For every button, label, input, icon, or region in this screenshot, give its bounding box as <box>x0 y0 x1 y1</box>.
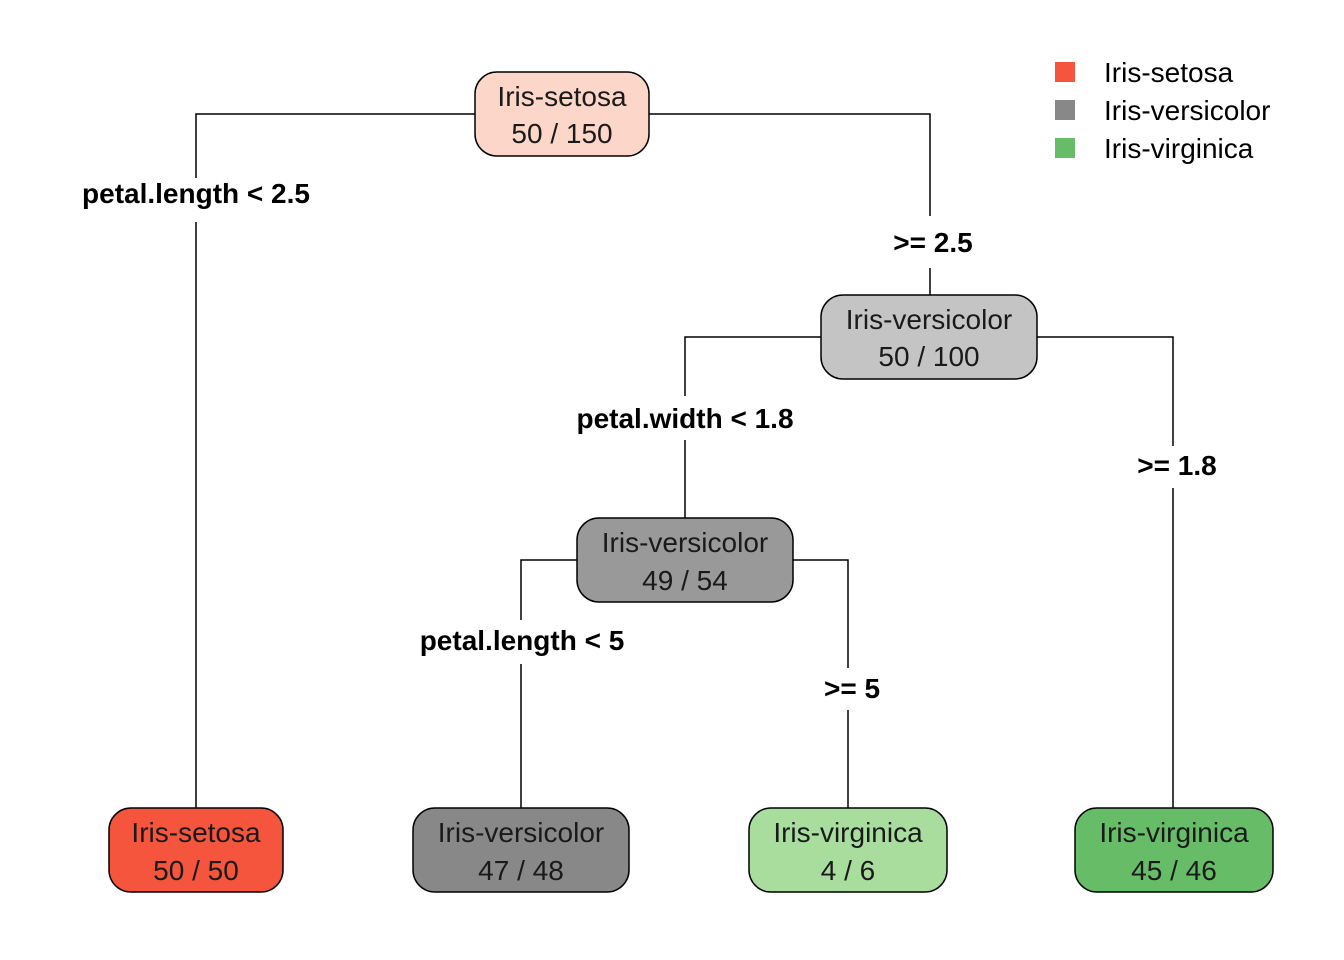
tree-node-root: Iris-setosa 50 / 150 <box>474 71 650 157</box>
split-label-n3-left: petal.length < 5 <box>420 625 625 656</box>
edges <box>195 113 1174 808</box>
node-counts: 45 / 46 <box>1131 855 1217 886</box>
tree-leaf-3: Iris-virginica 4 / 6 <box>748 807 948 893</box>
split-label-root-left: petal.length < 2.5 <box>82 178 310 209</box>
node-box <box>412 807 630 893</box>
edge-n2-right <box>1037 336 1174 446</box>
tree-node-n3: Iris-versicolor 49 / 54 <box>576 517 794 603</box>
legend-item: Iris-versicolor <box>1055 95 1270 126</box>
split-label-n3-right: >= 5 <box>824 673 880 704</box>
split-labels: petal.length < 2.5 >= 2.5 petal.width < … <box>82 178 1217 704</box>
edge-root-left <box>195 113 475 178</box>
node-class: Iris-setosa <box>131 817 261 848</box>
node-box <box>1074 807 1274 893</box>
node-box <box>820 294 1038 380</box>
legend-label: Iris-setosa <box>1104 57 1234 88</box>
node-box <box>576 517 794 603</box>
tree-leaf-1: Iris-setosa 50 / 50 <box>108 807 284 893</box>
node-counts: 4 / 6 <box>821 855 875 886</box>
node-counts: 49 / 54 <box>642 565 728 596</box>
legend-label: Iris-virginica <box>1104 133 1254 164</box>
split-label-n2-left: petal.width < 1.8 <box>576 403 793 434</box>
split-label-n2-right: >= 1.8 <box>1137 450 1216 481</box>
node-box <box>474 71 650 157</box>
split-label-root-right: >= 2.5 <box>893 227 972 258</box>
tree-leaf-2: Iris-versicolor 47 / 48 <box>412 807 630 893</box>
tree-node-n2: Iris-versicolor 50 / 100 <box>820 294 1038 380</box>
node-class: Iris-virginica <box>1099 817 1249 848</box>
edge-root-right <box>649 113 931 216</box>
edge-n2-left <box>684 336 821 396</box>
edge-n3-left <box>520 559 577 620</box>
tree-leaf-4: Iris-virginica 45 / 46 <box>1074 807 1274 893</box>
legend-item: Iris-virginica <box>1055 133 1254 164</box>
edge-n3-right <box>793 559 849 668</box>
node-counts: 47 / 48 <box>478 855 564 886</box>
node-class: Iris-versicolor <box>438 817 604 848</box>
node-box <box>108 807 284 893</box>
node-counts: 50 / 100 <box>878 341 979 372</box>
legend-swatch <box>1055 100 1075 120</box>
node-counts: 50 / 50 <box>153 855 239 886</box>
node-class: Iris-setosa <box>497 81 627 112</box>
legend-swatch <box>1055 62 1075 82</box>
node-class: Iris-versicolor <box>602 527 768 558</box>
node-box <box>748 807 948 893</box>
node-counts: 50 / 150 <box>511 118 612 149</box>
node-class: Iris-versicolor <box>846 304 1012 335</box>
legend-label: Iris-versicolor <box>1104 95 1270 126</box>
legend-swatch <box>1055 138 1075 158</box>
legend: Iris-setosa Iris-versicolor Iris-virgini… <box>1055 57 1270 164</box>
legend-item: Iris-setosa <box>1055 57 1234 88</box>
node-class: Iris-virginica <box>773 817 923 848</box>
